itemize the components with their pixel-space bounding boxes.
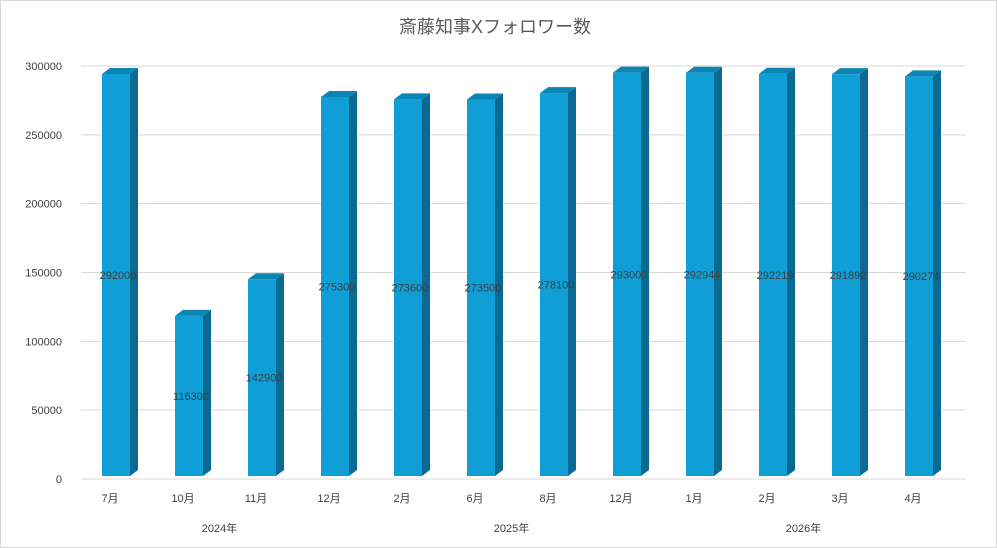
bar [321, 91, 357, 477]
x-axis-year-groups: 2024年 2025年 2026年 [202, 521, 821, 535]
data-label: 293000 [611, 269, 648, 281]
x-tick-label: 1月 [685, 493, 702, 505]
data-label: 290274 [903, 271, 940, 283]
data-labels: 292000 116300 142900 275300 273600 273500 2781… [100, 269, 940, 403]
x-tick-label: 8月 [539, 493, 556, 505]
bar-side [933, 70, 941, 476]
bar-side [787, 67, 795, 476]
bar-side [130, 68, 138, 476]
bar [759, 67, 795, 476]
bar-top [540, 87, 576, 94]
bar [905, 70, 941, 476]
data-label: 291892 [830, 270, 867, 282]
bar-side [495, 93, 503, 477]
bar [175, 309, 211, 476]
bar-front [394, 99, 422, 477]
bar-top [905, 70, 941, 77]
data-label: 292944 [684, 269, 721, 281]
bar-side [860, 68, 868, 476]
y-axis-ticks: 0 50000 100000 150000 200000 250000 300000 [25, 61, 62, 486]
x-tick-label: 4月 [904, 493, 921, 505]
bar-top [613, 66, 649, 73]
bar-front [321, 97, 349, 477]
x-tick-label: 11月 [245, 493, 267, 505]
data-label: 278100 [538, 280, 575, 292]
bar-front [540, 93, 568, 477]
bar-front [686, 72, 714, 477]
bar-side [568, 87, 576, 477]
bar-top [832, 68, 868, 75]
y-tick-label: 50000 [31, 405, 62, 417]
y-tick-label: 200000 [25, 199, 62, 211]
bar-front [832, 74, 860, 476]
bar-front [905, 76, 933, 476]
y-tick-label: 0 [56, 474, 62, 486]
bar-front [248, 279, 276, 476]
x-tick-label: 12月 [317, 493, 340, 505]
x-tick-label: 12月 [609, 493, 632, 505]
bar-top [175, 309, 211, 316]
bar-side [641, 66, 649, 477]
bar [686, 66, 722, 477]
bar [248, 273, 284, 476]
y-tick-label: 150000 [25, 268, 62, 280]
bar [394, 93, 430, 477]
bar [832, 68, 868, 476]
bar-side [203, 309, 211, 476]
bar-side [276, 273, 284, 476]
bar-side [422, 93, 430, 477]
bar-top [686, 66, 722, 73]
y-tick-label: 300000 [25, 61, 62, 73]
bar [102, 68, 138, 476]
gridlines [81, 65, 966, 480]
data-label: 142900 [246, 373, 283, 385]
data-label: 273500 [465, 283, 502, 295]
y-tick-label: 250000 [25, 130, 62, 142]
bar [613, 66, 649, 477]
data-label: 275300 [319, 282, 356, 294]
bar [467, 93, 503, 477]
bar-top [759, 67, 795, 74]
bar-front [102, 74, 130, 476]
bar [540, 87, 576, 477]
x-tick-label: 6月 [466, 493, 483, 505]
bar-side [349, 91, 357, 477]
data-label: 116300 [173, 391, 209, 403]
bar-front [613, 72, 641, 477]
chart-title: 斎藤知事Xフォロワー数 [399, 17, 591, 37]
bar-front [175, 315, 203, 476]
bar-front [467, 99, 495, 477]
x-tick-label: 10月 [171, 493, 194, 505]
x-group-label: 2024年 [202, 521, 237, 535]
x-group-label: 2026年 [786, 521, 821, 535]
x-group-label: 2025年 [494, 521, 529, 535]
x-tick-label: 3月 [831, 493, 848, 505]
bar-side [714, 66, 722, 477]
x-tick-label: 2月 [393, 493, 410, 505]
data-label: 292219 [757, 270, 794, 282]
bar-top [394, 93, 430, 100]
x-tick-label: 7月 [101, 493, 118, 505]
bar-top [102, 68, 138, 75]
bars [102, 66, 941, 477]
x-axis-ticks: 7月 10月 11月 12月 2月 6月 8月 12月 1月 2月 3月 4月 [101, 493, 921, 505]
data-label: 292000 [100, 270, 137, 282]
x-tick-label: 2月 [758, 493, 775, 505]
bar-front [759, 73, 787, 476]
data-label: 273600 [392, 283, 429, 295]
bar-top [321, 91, 357, 98]
y-tick-label: 100000 [25, 336, 62, 348]
bar-top [248, 273, 284, 280]
bar-top [467, 93, 503, 100]
